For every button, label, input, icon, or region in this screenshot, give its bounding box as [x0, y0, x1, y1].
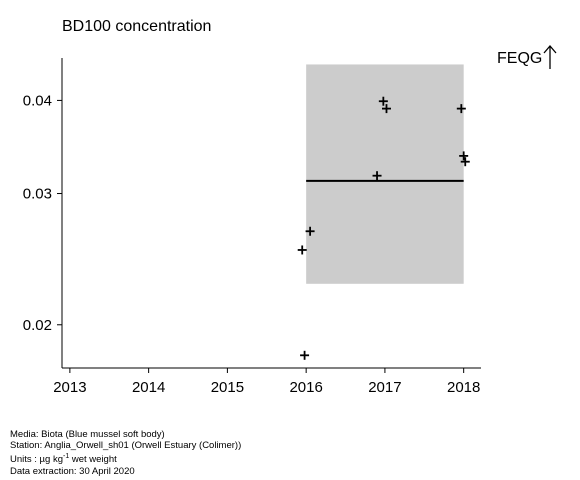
data-point: [460, 157, 470, 167]
footer-units: Units : µg kg-1 wet weight: [10, 451, 241, 465]
footer-media: Media: Biota (Blue mussel soft body): [10, 429, 165, 440]
y-tick-label: 0.03: [23, 186, 52, 203]
footer-station: Station: Anglia_Orwell_sh01 (Orwell Estu…: [10, 440, 242, 452]
data-point: [297, 245, 307, 255]
y-tick-label: 0.04: [23, 92, 52, 109]
data-points: [297, 96, 470, 360]
x-tick-label: 2018: [447, 379, 480, 396]
footer-extraction: Data extraction: 30 April 2020: [10, 465, 135, 477]
data-point: [456, 104, 466, 114]
x-tick-label: 2015: [211, 379, 244, 396]
x-tick-label: 2017: [368, 379, 401, 396]
x-tick-label: 2013: [53, 379, 86, 396]
data-point: [381, 104, 391, 114]
feqg-label: FEQG: [497, 50, 543, 67]
axes: 2013 2014 2015 2016 2017 2018 0.02 0.03 0.04: [23, 58, 481, 396]
y-tick-label: 0.02: [23, 317, 52, 334]
x-tick-label: 2014: [132, 379, 165, 396]
data-point: [300, 350, 310, 360]
data-point: [305, 226, 315, 236]
footer-units-suffix: wet weight: [69, 454, 117, 466]
footer-units-prefix: Units : µg kg: [10, 454, 63, 466]
confidence-band: [306, 64, 464, 284]
chart-title: BD100 concentration: [62, 18, 212, 35]
up-arrow-icon: [543, 45, 557, 69]
chart-footer: Media: Biota (Blue mussel soft body) Sta…: [10, 429, 241, 477]
x-tick-label: 2016: [289, 379, 322, 396]
footer-units-exponent: -1: [63, 453, 70, 461]
data-point: [372, 171, 382, 181]
data-point: [378, 96, 388, 106]
data-point: [459, 151, 469, 161]
confidence-band-layer: [306, 64, 464, 284]
